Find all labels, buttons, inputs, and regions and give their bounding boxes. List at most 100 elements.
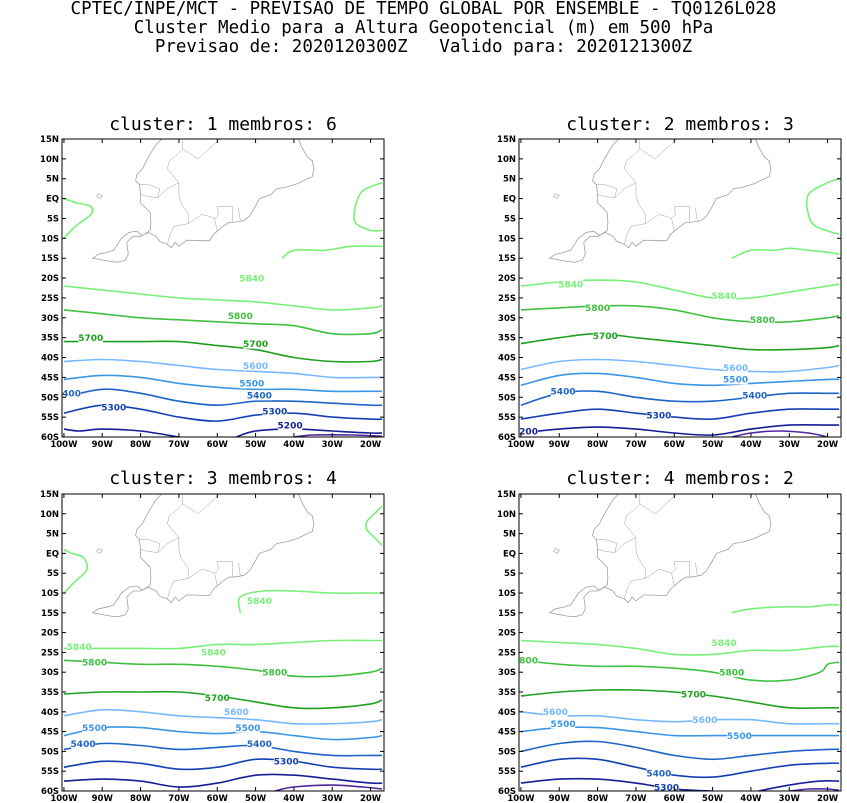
lon-tick-label: 30W [322, 440, 344, 450]
contour-label: 5600 [224, 708, 249, 718]
lon-tick-label: 30W [779, 440, 801, 450]
lat-tick-label: 5N [503, 175, 516, 185]
lat-tick-label: 10N [497, 155, 516, 165]
country-border [214, 206, 233, 232]
contour-5400 [520, 390, 840, 406]
lat-tick-label: 5N [46, 530, 59, 540]
lat-tick-label: 35S [41, 688, 59, 698]
country-border [639, 139, 678, 160]
contour-label: 5840 [712, 639, 737, 649]
lon-tick-label: 20W [817, 440, 839, 450]
contour-5700 [63, 340, 383, 363]
coastline [91, 139, 315, 263]
contour-label-bg [67, 641, 92, 652]
contour-5600 [520, 358, 840, 373]
lat-tick-label: 10N [497, 510, 516, 520]
lat-tick-label: 30S [41, 668, 59, 678]
lat-tick-label: 30S [498, 314, 516, 324]
lon-tick-label: 80W [587, 794, 609, 803]
contour-label: 5800 [262, 669, 287, 679]
contour-label-bg [654, 782, 679, 791]
contour-label-bg [239, 273, 264, 284]
lon-tick-label: 80W [587, 440, 609, 450]
lat-tick-label: 5N [46, 175, 59, 185]
lat-tick-label: 10N [40, 510, 59, 520]
contour-label: 5840 [67, 643, 92, 653]
country-border [188, 568, 215, 579]
contour-label-bg [742, 390, 767, 401]
country-border [188, 214, 215, 224]
contour-label-bg [723, 362, 748, 373]
island [175, 332, 202, 336]
lon-tick-label: 40W [283, 794, 305, 803]
island [553, 193, 560, 199]
contour-label: 5840 [201, 649, 226, 659]
map-frame [61, 138, 385, 438]
lat-tick-label: 55S [41, 767, 59, 777]
contour-5300 [520, 757, 840, 779]
contour-label-bg [247, 595, 272, 606]
contour-label-bg [550, 386, 576, 397]
contour-label-bg [82, 657, 107, 668]
contour-label: 5600 [723, 364, 748, 374]
lat-tick-label: 55S [498, 413, 516, 423]
contour-label: 5500 [551, 720, 576, 730]
contour-5800 [63, 659, 383, 678]
lat-tick-label: 10S [41, 589, 59, 599]
lat-tick-label: 15N [40, 135, 59, 145]
contour-5100 [274, 784, 383, 791]
lat-tick-label: EQ [46, 195, 59, 205]
lat-tick-label: EQ [46, 549, 59, 559]
contour-5500 [63, 374, 383, 393]
country-border [655, 99, 657, 109]
country-border [614, 494, 641, 553]
lat-tick-label: 15S [41, 609, 59, 619]
contour-label-bg [243, 338, 268, 349]
contour-label: 5200 [278, 421, 303, 431]
contour-label: 5700 [205, 694, 230, 704]
contour-label: 5840 [247, 597, 272, 607]
contour-label-bg [727, 730, 752, 741]
contour-5840 [731, 247, 840, 259]
contour-label-bg [243, 360, 268, 371]
country-border [671, 206, 690, 232]
contour-label: 5800 [585, 304, 610, 314]
contour-label-bg [585, 302, 610, 313]
contour-5700 [63, 690, 383, 710]
contour-5200 [758, 779, 840, 791]
country-border [680, 421, 684, 435]
panel-title: cluster: 2 membros: 3 [566, 114, 794, 135]
lon-tick-label: 50W [245, 440, 267, 450]
country-border [238, 207, 241, 221]
contour-label-bg [719, 667, 744, 678]
contour-5840 [731, 603, 840, 614]
lat-tick-label: 25S [498, 294, 516, 304]
contour-5200 [63, 428, 180, 437]
island [632, 332, 659, 336]
contour-label-bg [519, 655, 538, 666]
lon-tick-label: 60W [207, 794, 229, 803]
country-border [596, 539, 618, 553]
contour-5600 [63, 708, 383, 725]
contour-5100 [293, 434, 383, 437]
lon-tick-label: 60W [664, 440, 686, 450]
lat-tick-label: 10S [498, 234, 516, 244]
coastline [548, 139, 772, 263]
contour-label: 5400 [551, 388, 576, 398]
country-border [198, 454, 200, 464]
contour-label: 5840 [239, 274, 264, 284]
country-border [167, 537, 189, 599]
country-border [645, 568, 672, 579]
country-border [614, 139, 641, 198]
country-border [223, 64, 225, 66]
contour-label-bg [711, 637, 737, 648]
contour-label: 200 [519, 427, 538, 437]
lon-tick-label: 100W [507, 440, 535, 450]
panel-title: cluster: 1 membros: 6 [109, 114, 337, 135]
lat-tick-label: EQ [503, 195, 516, 205]
country-border [596, 184, 618, 199]
country-border [139, 539, 161, 553]
island [163, 381, 166, 388]
contour-5300 [520, 408, 840, 421]
island [96, 548, 103, 554]
